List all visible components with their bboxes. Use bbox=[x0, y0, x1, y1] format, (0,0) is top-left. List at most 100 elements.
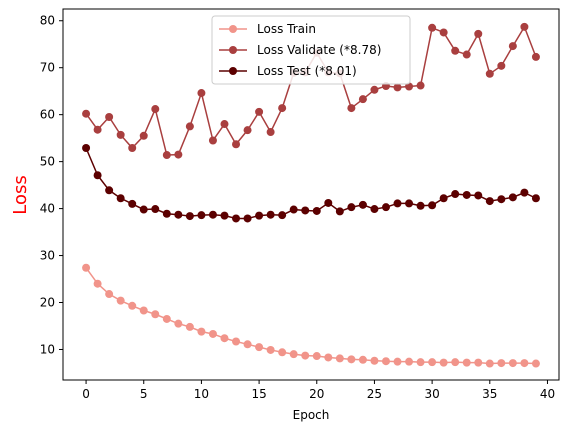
data-point bbox=[105, 290, 114, 299]
data-point bbox=[185, 122, 194, 131]
data-point bbox=[278, 211, 287, 220]
legend-label: Loss Validate (*8.78) bbox=[257, 43, 381, 57]
data-point bbox=[82, 109, 91, 118]
data-point bbox=[474, 29, 483, 38]
data-point bbox=[393, 357, 402, 366]
data-point bbox=[105, 186, 114, 195]
data-point bbox=[301, 206, 310, 215]
y-ticks: 10 20 30 40 50 60 70 80 bbox=[40, 14, 63, 356]
legend-entry-2: Loss Test (*8.01) bbox=[219, 64, 357, 78]
data-point bbox=[128, 199, 137, 208]
x-tick-label: 0 bbox=[82, 387, 90, 401]
data-point bbox=[174, 150, 183, 159]
data-point bbox=[301, 351, 310, 360]
y-tick-label: 20 bbox=[40, 296, 55, 310]
data-point bbox=[485, 69, 494, 78]
data-point bbox=[82, 263, 91, 272]
series-line-2 bbox=[85, 147, 537, 220]
data-point bbox=[220, 334, 229, 343]
data-point bbox=[439, 358, 448, 367]
data-point bbox=[324, 353, 333, 362]
data-point bbox=[370, 356, 379, 365]
data-point bbox=[185, 322, 194, 331]
data-point bbox=[485, 197, 494, 206]
data-point bbox=[185, 212, 194, 221]
data-point bbox=[428, 23, 437, 32]
series-0 bbox=[82, 263, 540, 368]
data-point bbox=[508, 193, 517, 202]
y-tick-label: 30 bbox=[40, 249, 55, 263]
plot-frame bbox=[62, 8, 560, 381]
x-tick-label: 40 bbox=[540, 387, 555, 401]
data-point bbox=[139, 205, 148, 214]
data-point bbox=[439, 194, 448, 203]
data-point bbox=[531, 194, 540, 203]
data-point bbox=[381, 203, 390, 212]
legend-swatch-marker bbox=[229, 67, 237, 75]
data-point bbox=[508, 42, 517, 51]
data-point bbox=[232, 337, 241, 346]
data-point bbox=[116, 296, 125, 305]
data-point bbox=[243, 214, 252, 223]
data-point bbox=[462, 358, 471, 367]
data-point bbox=[162, 314, 171, 323]
data-point bbox=[497, 195, 506, 204]
data-point bbox=[151, 105, 160, 114]
x-tick-label: 25 bbox=[367, 387, 382, 401]
data-point bbox=[174, 210, 183, 219]
x-tick-label: 35 bbox=[482, 387, 497, 401]
data-point bbox=[278, 104, 287, 113]
data-point bbox=[255, 211, 264, 220]
data-point bbox=[497, 359, 506, 368]
data-point bbox=[497, 61, 506, 70]
data-point bbox=[462, 190, 471, 199]
x-tick-label: 10 bbox=[194, 387, 209, 401]
data-point bbox=[358, 95, 367, 104]
data-point bbox=[139, 306, 148, 315]
data-point bbox=[312, 352, 321, 361]
y-tick-label: 60 bbox=[40, 108, 55, 122]
data-point bbox=[174, 319, 183, 328]
data-point bbox=[358, 355, 367, 364]
data-point bbox=[324, 198, 333, 207]
data-point bbox=[508, 359, 517, 368]
legend-swatch-marker bbox=[229, 25, 237, 33]
data-point bbox=[93, 125, 102, 134]
legend-frame bbox=[211, 15, 411, 85]
data-point bbox=[128, 144, 137, 153]
x-tick-label: 30 bbox=[424, 387, 439, 401]
series-1 bbox=[82, 22, 540, 160]
series-2 bbox=[82, 144, 540, 223]
data-point bbox=[531, 359, 540, 368]
data-point bbox=[358, 200, 367, 209]
series-line-0 bbox=[85, 267, 536, 365]
data-point bbox=[278, 348, 287, 357]
y-tick-label: 50 bbox=[40, 155, 55, 169]
data-point bbox=[347, 104, 356, 113]
data-point bbox=[243, 126, 252, 135]
data-point bbox=[335, 354, 344, 363]
legend-label: Loss Test (*8.01) bbox=[257, 64, 357, 78]
data-point bbox=[151, 205, 160, 214]
data-point bbox=[531, 52, 540, 61]
data-point bbox=[105, 113, 114, 122]
legend: Loss Train Loss Validate (*8.78) Loss Test… bbox=[211, 15, 411, 85]
data-point bbox=[162, 151, 171, 160]
data-point bbox=[405, 199, 414, 208]
data-point bbox=[416, 81, 425, 90]
legend-entry-0: Loss Train bbox=[219, 22, 316, 36]
x-tick-label: 15 bbox=[251, 387, 266, 401]
data-point bbox=[151, 310, 160, 319]
data-point bbox=[255, 107, 264, 116]
data-point bbox=[312, 206, 321, 215]
axes-layer bbox=[62, 8, 560, 381]
data-point bbox=[93, 171, 102, 180]
data-point bbox=[485, 359, 494, 368]
y-tick-label: 80 bbox=[40, 14, 55, 28]
data-point bbox=[232, 214, 241, 223]
data-point bbox=[405, 357, 414, 366]
data-point bbox=[220, 120, 229, 129]
legend-entry-1: Loss Validate (*8.78) bbox=[219, 43, 381, 57]
data-point bbox=[451, 358, 460, 367]
data-point bbox=[416, 358, 425, 367]
